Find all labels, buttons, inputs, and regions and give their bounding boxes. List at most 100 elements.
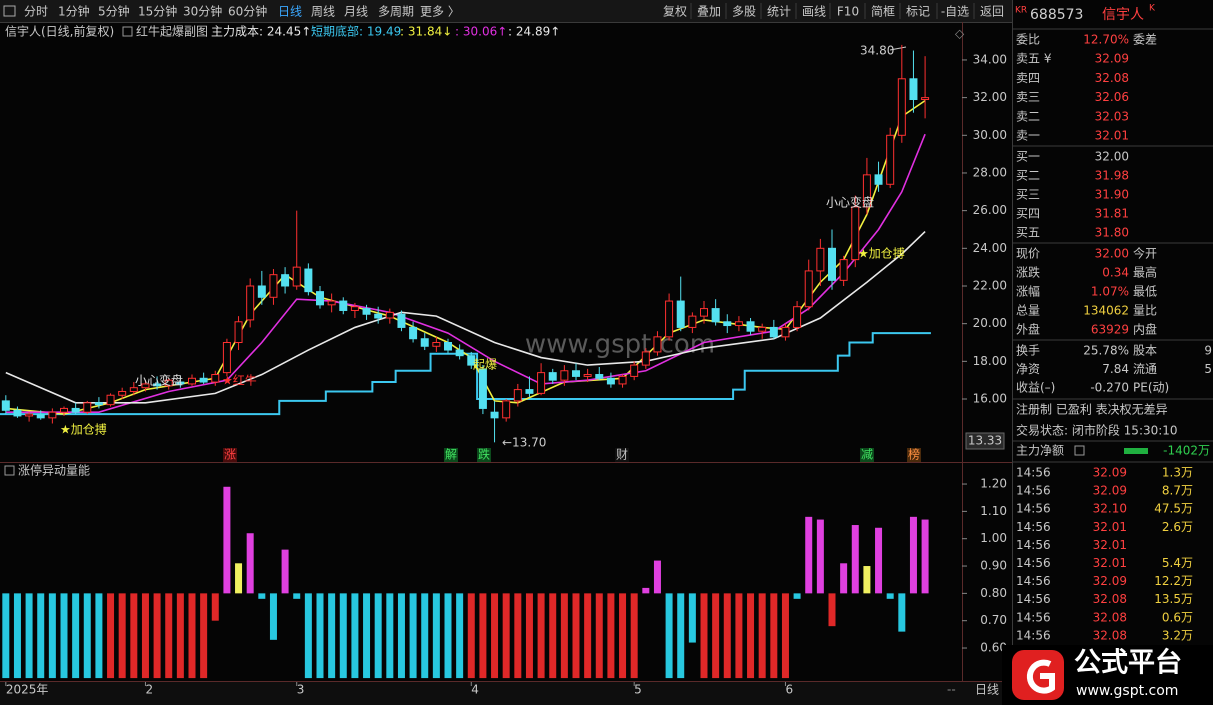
candle-body [921, 97, 930, 101]
toolbar [0, 0, 1012, 22]
toolbar-button[interactable]: 15分钟 [138, 4, 177, 19]
candle-body [653, 336, 662, 353]
candle-body [595, 374, 604, 379]
toolbar-button[interactable]: 5分钟 [98, 4, 130, 19]
toolbar-button[interactable]: 月线 [344, 5, 368, 19]
bar [141, 593, 149, 679]
net-flow-icon [1074, 445, 1085, 456]
bar [444, 593, 452, 679]
toolbar-button[interactable]: 标记 [906, 5, 930, 19]
toolbar-button[interactable]: F10 [837, 5, 859, 19]
toolbar-button[interactable]: 1分钟 [58, 4, 90, 19]
event-marker: 解 [445, 448, 457, 462]
x-tick-label: 3 [297, 683, 305, 697]
candle-body [153, 383, 162, 387]
trade-price: 32.10 [1093, 502, 1127, 516]
toolbar-button[interactable]: 更多 〉 [420, 5, 460, 19]
quote-cell: 现价 [1016, 247, 1040, 261]
toolbar-button[interactable]: -自选 [941, 5, 969, 19]
bar [397, 593, 405, 679]
toolbar-button[interactable]: 简框 [871, 5, 895, 19]
candle-body [432, 341, 441, 347]
quote-cell: 31.90 [1095, 188, 1129, 202]
trade-price: 32.08 [1093, 628, 1127, 642]
bar [921, 519, 929, 594]
toolbar-button[interactable]: 分时 [24, 5, 48, 19]
trade-volume: 8.7万 [1162, 484, 1193, 498]
x-tick-label: 5 [634, 683, 642, 697]
bar [607, 593, 615, 679]
bar [72, 593, 80, 679]
candle-body [618, 375, 627, 385]
indicator-icon[interactable] [4, 465, 15, 476]
x-tick-label: 6 [785, 683, 793, 697]
quote-cell: 总量 [1016, 304, 1040, 318]
quote-cell: 今开 [1133, 246, 1157, 261]
candle-body [746, 321, 755, 332]
quote-cell: 31.80 [1095, 226, 1129, 240]
bar [677, 593, 685, 679]
trade-price: 32.01 [1093, 556, 1127, 570]
toolbar-button[interactable]: 复权 [663, 5, 687, 19]
quote-cell: 32.01 [1095, 129, 1129, 143]
toolbar-button[interactable]: 叠加 [697, 5, 721, 19]
indicator-icon[interactable] [122, 26, 133, 37]
toolbar-button[interactable]: 30分钟 [183, 4, 222, 19]
toolbar-button[interactable]: 统计 [767, 5, 791, 19]
bar [805, 516, 813, 594]
candle-body [234, 321, 243, 343]
quote-cell: 31.81 [1095, 207, 1129, 221]
event-marker-bg [615, 448, 629, 462]
candle-body [246, 285, 255, 321]
bar [2, 593, 10, 679]
toolbar-button[interactable]: 画线 [802, 5, 826, 19]
bar [95, 593, 103, 679]
bar [118, 593, 126, 679]
toolbar-button[interactable]: 多周期 [378, 5, 414, 19]
bar [48, 593, 56, 679]
candle-body [164, 379, 173, 387]
bar [595, 593, 603, 679]
date-axis [0, 682, 1012, 705]
quote-cell: 量比 [1133, 304, 1157, 318]
quote-cell: 外盘 [1016, 322, 1040, 337]
bar [153, 593, 161, 679]
signal-label: 小心变盘 [826, 195, 874, 210]
quote-cell: 32.00 [1095, 150, 1129, 164]
bar [316, 593, 324, 679]
bar [130, 593, 138, 679]
high-arrow [889, 46, 907, 51]
quote-cell: 0.34 [1102, 266, 1129, 280]
quote-cell: 32.08 [1095, 71, 1129, 85]
candle-body [548, 372, 557, 381]
candle-body [804, 270, 813, 308]
indicator-line [5, 230, 926, 404]
quote-cell: 买一 [1016, 150, 1040, 164]
trade-time: 14:56 [1016, 520, 1051, 534]
quote-cell: 涨幅 [1016, 284, 1040, 299]
panel-icon[interactable] [3, 5, 16, 17]
candle-body [13, 409, 22, 417]
y-tick-label: 0.60 [980, 641, 1007, 655]
bar [479, 593, 487, 679]
candle-body [455, 349, 464, 357]
trade-volume: 2.6万 [1162, 520, 1193, 534]
bar [653, 560, 661, 594]
toolbar-button[interactable]: 60分钟 [228, 4, 267, 19]
toolbar-button[interactable]: 日线 [278, 5, 302, 19]
toolbar-button[interactable]: 返回 [980, 5, 1004, 19]
candle-body [141, 383, 150, 389]
event-marker-bg [860, 448, 874, 462]
toolbar-button[interactable]: 周线 [311, 5, 335, 19]
settings-icon[interactable]: ◇ [955, 27, 965, 41]
high-label: 34.80 [860, 44, 894, 58]
bar [712, 593, 720, 679]
toolbar-button[interactable]: 多股 [732, 5, 756, 19]
candle-body [897, 78, 906, 136]
period-label: 日线 [975, 683, 999, 697]
trade-time: 14:56 [1016, 574, 1051, 588]
candle-body [572, 370, 580, 377]
candle-body [886, 134, 895, 185]
candle-body [257, 285, 266, 298]
